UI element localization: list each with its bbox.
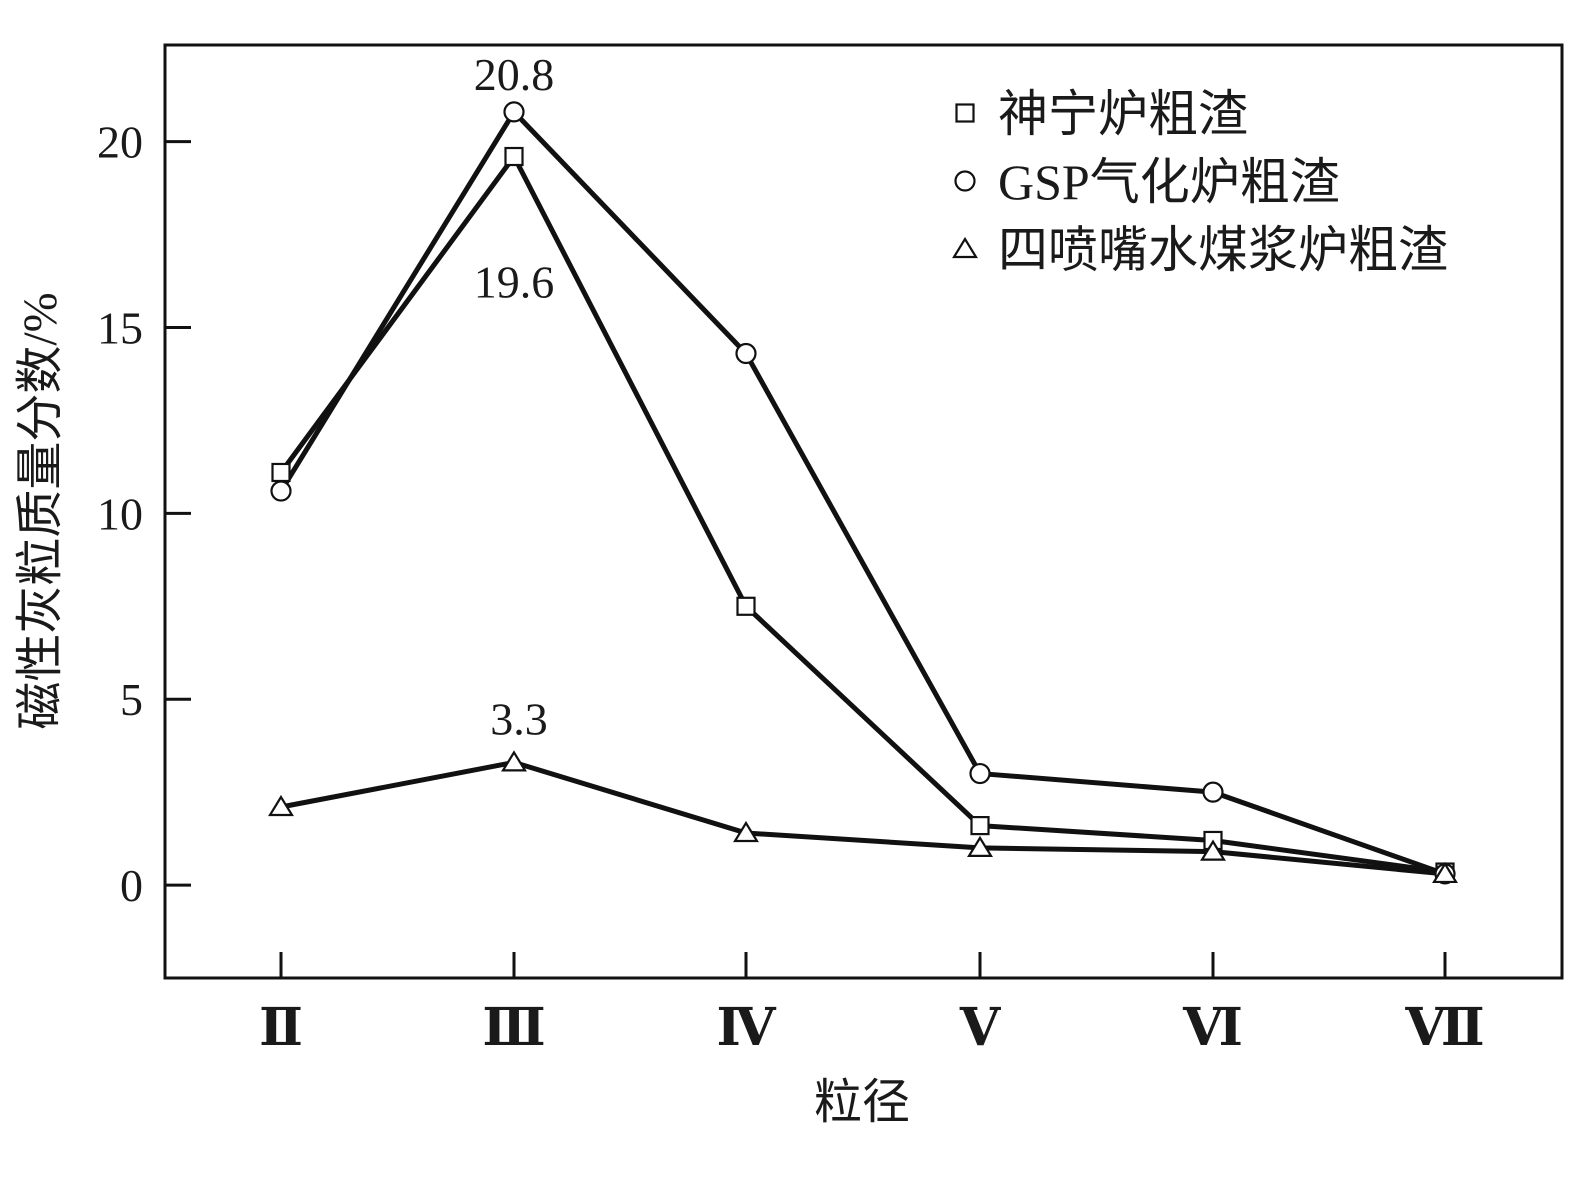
y-axis-title: 磁性灰粒质量分数/% xyxy=(14,292,67,729)
series-markers xyxy=(268,101,1458,885)
y-tick-label: 5 xyxy=(120,674,143,725)
plot-frame xyxy=(163,43,1564,980)
data-label: 19.6 xyxy=(474,257,555,308)
data-point xyxy=(501,750,527,772)
data-point xyxy=(736,596,756,616)
x-tick-label: Ⅳ xyxy=(716,1000,776,1057)
data-point xyxy=(503,101,525,123)
legend-label: 四喷嘴水煤浆炉粗渣 xyxy=(998,222,1448,278)
data-point xyxy=(969,762,991,785)
data-point xyxy=(733,820,759,843)
y-tick-label: 10 xyxy=(97,488,143,539)
data-point xyxy=(1200,839,1226,861)
tick-labels: 0 5 10 15 20 Ⅱ Ⅲ Ⅳ Ⅴ Ⅵ Ⅶ xyxy=(97,117,1485,1057)
data-point xyxy=(735,342,757,365)
data-point xyxy=(970,815,990,836)
series-lines xyxy=(278,109,1446,877)
legend-marker xyxy=(952,236,978,259)
x-tick-label: Ⅴ xyxy=(959,1000,1002,1057)
data-point xyxy=(504,146,524,167)
data-point xyxy=(1432,861,1458,884)
data-point xyxy=(1202,781,1224,803)
axis-ticks xyxy=(165,140,1447,978)
legend-label: GSP气化炉粗渣 xyxy=(998,154,1340,210)
legend-marker xyxy=(954,170,976,192)
data-point xyxy=(268,794,294,817)
data-point xyxy=(271,462,291,483)
series-line xyxy=(278,154,1446,875)
data-label: 20.8 xyxy=(474,49,555,100)
x-tick-label: Ⅲ xyxy=(482,1000,545,1057)
data-label: 3.3 xyxy=(490,693,548,744)
x-tick-label: Ⅵ xyxy=(1182,1000,1243,1057)
x-tick-label: Ⅱ xyxy=(259,1000,303,1057)
series-line xyxy=(278,109,1446,877)
series-line xyxy=(280,759,1446,877)
data-point xyxy=(270,480,292,502)
data-point xyxy=(967,835,993,858)
x-tick-label: Ⅶ xyxy=(1404,1000,1484,1057)
legend-marker xyxy=(955,103,975,123)
data-labels: 20.8 19.6 3.3 xyxy=(474,49,555,744)
y-tick-label: 15 xyxy=(97,303,143,354)
y-tick-label: 0 xyxy=(120,860,143,911)
y-tick-label: 20 xyxy=(97,117,143,168)
legend-label: 神宁炉粗渣 xyxy=(998,86,1248,142)
x-axis-title: 粒径 xyxy=(814,1076,910,1129)
